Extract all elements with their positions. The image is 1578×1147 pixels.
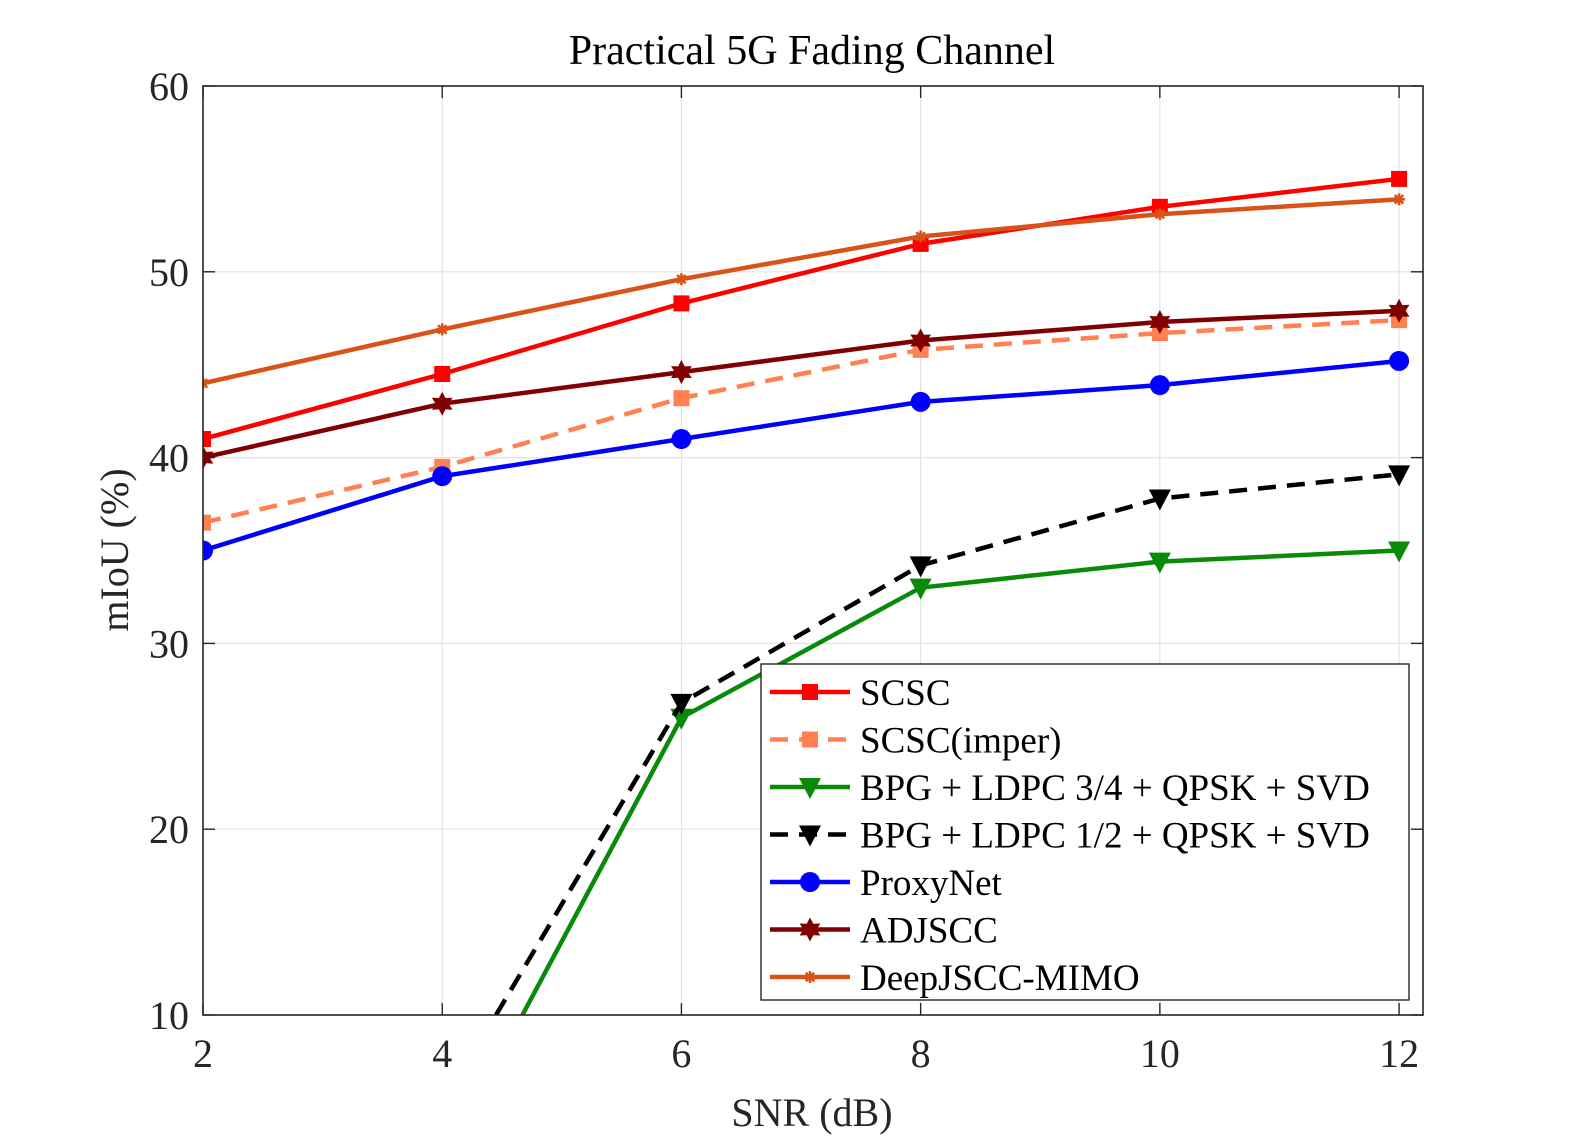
asterisk-stroke xyxy=(203,378,209,386)
data-point xyxy=(1149,375,1170,396)
series-bpg-ldpc-1-2-qpsk-svd xyxy=(494,465,1411,1015)
x-axis-label: SNR (dB) xyxy=(731,1090,892,1135)
data-point xyxy=(431,391,453,416)
legend-swatch-marker xyxy=(802,731,818,748)
series-line xyxy=(203,176,1400,442)
legend-item: SCSC(imper) xyxy=(770,721,1061,762)
y-tick-label: 50 xyxy=(149,250,189,295)
data-point xyxy=(1391,170,1408,187)
data-point xyxy=(436,323,449,336)
legend-swatch-marker xyxy=(799,778,821,799)
legend-item: SCSC xyxy=(770,673,951,714)
legend-label: SCSC xyxy=(860,673,951,714)
legend-item: ADJSCC xyxy=(770,911,998,952)
legend-swatch-marker xyxy=(802,684,818,700)
asterisk-stroke xyxy=(804,971,816,983)
data-point xyxy=(910,328,931,353)
asterisk-stroke xyxy=(676,274,687,285)
data-point xyxy=(909,578,932,600)
series-line xyxy=(203,308,1400,460)
data-point xyxy=(432,466,453,487)
data-point xyxy=(203,514,211,531)
legend-label: ADJSCC xyxy=(860,911,998,952)
data-point xyxy=(203,377,209,390)
legend-item: BPG + LDPC 3/4 + QPSK + SVD xyxy=(770,768,1370,809)
data-point xyxy=(671,429,692,450)
y-axis-label: mIoU (%) xyxy=(92,468,137,631)
x-tick-label: 12 xyxy=(1379,1031,1419,1076)
data-point xyxy=(1389,350,1410,371)
legend-label: SCSC(imper) xyxy=(860,721,1061,762)
data-point xyxy=(1149,310,1171,334)
series-proxynet xyxy=(203,350,1410,561)
series-deepjscc-mimo xyxy=(203,193,1406,390)
chart-title: Practical 5G Fading Channel xyxy=(569,28,1055,74)
series-line xyxy=(203,317,1400,525)
x-tick-label: 2 xyxy=(193,1031,213,1076)
legend-box xyxy=(760,663,1410,1001)
legend-label: BPG + LDPC 1/2 + QPSK + SVD xyxy=(860,816,1370,857)
y-tick-label: 20 xyxy=(149,807,189,852)
data-point xyxy=(203,540,213,561)
data-point xyxy=(1388,541,1411,563)
legend: SCSC SCSC(imper) BPG + LDPC 3/4 + QPSK + S… xyxy=(760,663,1410,1001)
plot-frame xyxy=(202,85,1424,1016)
data-point xyxy=(910,391,931,412)
data-point xyxy=(1388,298,1410,323)
legend-swatch-marker xyxy=(800,872,820,892)
tick-layer: 2 4 6 8 10 12 10 20 30 40 50 60 xyxy=(149,64,1423,1076)
y-tick-label: 60 xyxy=(149,64,189,109)
data-point xyxy=(914,230,927,243)
data-point xyxy=(1388,465,1411,487)
legend-item: BPG + LDPC 1/2 + QPSK + SVD xyxy=(770,816,1370,857)
asterisk-stroke xyxy=(915,231,926,242)
legend-item: ProxyNet xyxy=(770,863,1003,904)
data-point xyxy=(670,693,693,715)
y-tick-label: 30 xyxy=(149,621,189,666)
data-point xyxy=(909,556,932,578)
data-point xyxy=(1148,552,1171,574)
legend-label: ProxyNet xyxy=(860,863,1003,904)
data-point xyxy=(671,360,692,385)
data-point xyxy=(675,273,688,286)
legend-swatch-marker xyxy=(804,971,816,983)
data-point xyxy=(1393,193,1406,206)
series-layer xyxy=(203,170,1411,1015)
asterisk-stroke xyxy=(1393,194,1405,205)
x-tick-label: 6 xyxy=(671,1031,691,1076)
x-tick-label: 4 xyxy=(432,1031,452,1076)
data-point xyxy=(673,390,690,407)
data-point xyxy=(673,295,690,312)
asterisk-stroke xyxy=(437,324,448,335)
data-point xyxy=(1153,208,1166,221)
asterisk-stroke xyxy=(203,381,209,389)
data-point xyxy=(1148,489,1171,511)
series-line xyxy=(203,197,1400,386)
y-tick-label: 40 xyxy=(149,436,189,481)
legend-swatch-marker xyxy=(799,917,821,942)
legend-item: DeepJSCC-MIMO xyxy=(770,958,1140,999)
data-point xyxy=(203,431,211,448)
x-tick-label: 8 xyxy=(911,1031,931,1076)
series-line xyxy=(203,358,1400,553)
asterisk-stroke xyxy=(1154,209,1166,220)
legend-label: DeepJSCC-MIMO xyxy=(860,958,1140,999)
x-tick-label: 10 xyxy=(1140,1031,1180,1076)
legend-swatch-marker xyxy=(799,825,821,847)
y-tick-label: 10 xyxy=(149,993,189,1038)
data-point xyxy=(434,365,451,382)
legend-label: BPG + LDPC 3/4 + QPSK + SVD xyxy=(860,768,1370,809)
